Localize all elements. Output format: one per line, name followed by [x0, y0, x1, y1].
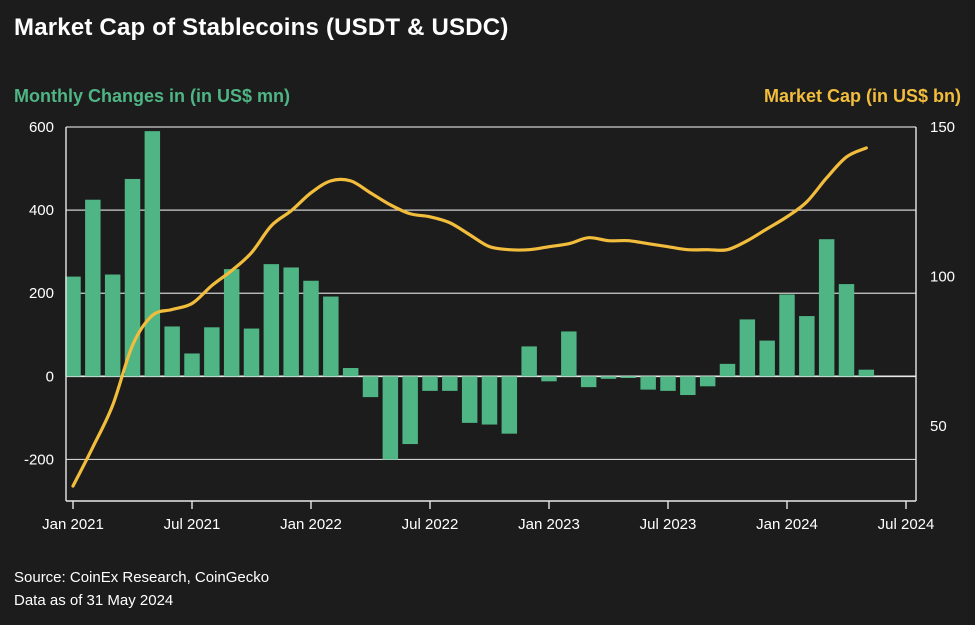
x-tick-label: Jul 2023	[640, 516, 697, 533]
left-tick-label: 200	[29, 285, 54, 302]
bar-series	[65, 131, 875, 460]
bar	[501, 376, 518, 434]
bar	[838, 284, 855, 377]
right-tick-label: 100	[930, 269, 955, 286]
bar	[739, 319, 756, 377]
bar	[382, 376, 399, 460]
bar	[243, 328, 260, 377]
bar	[204, 327, 220, 377]
bar	[362, 376, 379, 398]
x-tick-label: Jul 2022	[402, 516, 459, 533]
x-tick-label: Jan 2022	[280, 516, 342, 533]
x-tick-label: Jan 2023	[518, 516, 580, 533]
x-tick-label: Jul 2024	[878, 516, 935, 533]
bar	[580, 376, 597, 388]
bar	[779, 294, 795, 377]
bar	[144, 131, 161, 377]
bar	[164, 326, 180, 377]
bar	[402, 376, 418, 445]
right-tick-label: 150	[930, 119, 955, 136]
data-date-note: Data as of 31 May 2024	[14, 592, 174, 609]
left-tick-label: 400	[29, 202, 54, 219]
left-tick-label: 0	[46, 368, 54, 385]
bar	[184, 353, 200, 377]
market-cap-line	[71, 146, 868, 488]
bar	[818, 239, 835, 377]
bar	[640, 376, 656, 390]
bar	[422, 376, 438, 391]
bar	[759, 340, 775, 377]
bar	[104, 274, 121, 377]
combo-chart: 600 400 200 0 -200 150 100 50 Jan 2021 Jul 2021 Ja…	[24, 119, 955, 533]
bar	[263, 264, 280, 377]
bar	[65, 276, 81, 377]
bar	[858, 369, 875, 377]
bar	[561, 331, 577, 377]
source-note: Source: CoinEx Research, CoinGecko Data …	[14, 566, 269, 612]
line-series	[71, 146, 868, 488]
axes: 600 400 200 0 -200 150 100 50 Jan 2021 Jul 2021 Ja…	[24, 119, 955, 533]
bar	[283, 267, 299, 377]
bar	[521, 346, 537, 377]
bar	[541, 376, 557, 382]
bar	[600, 376, 617, 379]
bar	[699, 376, 716, 387]
left-tick-label: -200	[24, 451, 54, 468]
right-tick-label: 50	[930, 418, 947, 435]
bar	[620, 376, 637, 378]
bar	[719, 363, 736, 377]
bar	[303, 280, 319, 377]
x-tick-label: Jan 2021	[42, 516, 104, 533]
bar	[323, 296, 339, 377]
bar	[680, 376, 696, 396]
bar	[342, 368, 359, 377]
bar	[442, 376, 458, 391]
bar	[461, 376, 478, 423]
source-text: Source: CoinEx Research, CoinGecko	[14, 569, 270, 586]
bar	[481, 376, 498, 425]
bar	[85, 199, 101, 377]
bar	[799, 316, 815, 377]
bar	[660, 376, 676, 391]
x-tick-label: Jan 2024	[756, 516, 818, 533]
left-axis-title: Monthly Changes in (in US$ mn)	[14, 86, 291, 106]
bar	[223, 269, 240, 377]
left-tick-label: 600	[29, 119, 54, 136]
chart-title: Market Cap of Stablecoins (USDT & USDC)	[14, 14, 509, 41]
right-axis-title: Market Cap (in US$ bn)	[763, 86, 961, 106]
bar	[124, 178, 141, 377]
x-tick-label: Jul 2021	[164, 516, 221, 533]
